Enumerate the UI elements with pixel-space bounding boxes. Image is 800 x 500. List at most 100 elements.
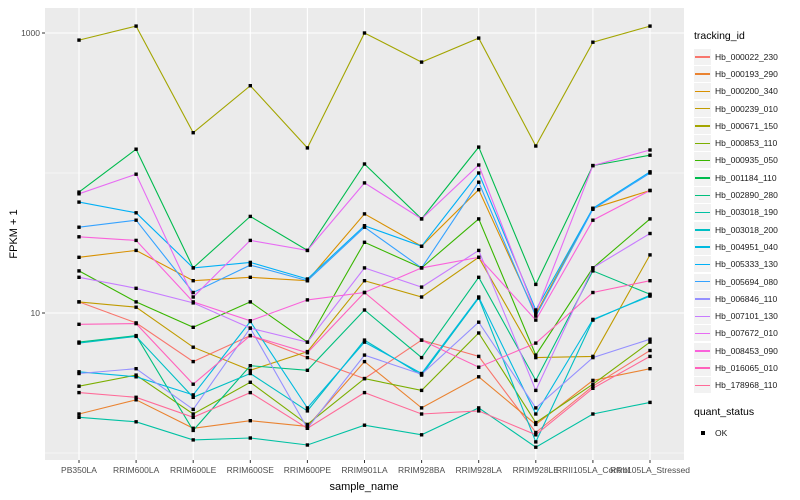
- data-point-Hb_000193_290[interactable]: [77, 412, 81, 416]
- data-point-Hb_000671_150[interactable]: [134, 24, 138, 28]
- data-point-Hb_000853_110[interactable]: [419, 388, 424, 393]
- data-point-Hb_003018_190[interactable]: [648, 400, 652, 405]
- data-point-Hb_003018_190[interactable]: [248, 436, 252, 440]
- data-point-Hb_000239_010[interactable]: [77, 300, 81, 304]
- data-point-Hb_016065_010[interactable]: [362, 290, 367, 295]
- data-point-Hb_001184_110[interactable]: [362, 162, 367, 166]
- data-point-Hb_003018_200[interactable]: [305, 409, 310, 413]
- data-point-Hb_000022_230[interactable]: [591, 384, 595, 388]
- data-point-Hb_003018_200[interactable]: [191, 395, 195, 399]
- data-point-Hb_000671_150[interactable]: [591, 40, 595, 44]
- legend-item[interactable]: Hb_000200_340: [694, 83, 800, 100]
- data-point-Hb_008453_090[interactable]: [534, 318, 538, 322]
- data-point-Hb_016065_010[interactable]: [591, 290, 595, 295]
- data-point-Hb_005694_080[interactable]: [134, 218, 138, 222]
- data-point-Hb_003018_190[interactable]: [305, 443, 310, 447]
- data-point-Hb_000935_050[interactable]: [191, 325, 195, 329]
- data-point-Hb_000935_050[interactable]: [534, 353, 538, 357]
- legend-item-quant-status[interactable]: OK: [694, 424, 800, 441]
- data-point-Hb_000239_010[interactable]: [134, 305, 138, 309]
- legend-item[interactable]: Hb_002890_280: [694, 186, 800, 204]
- legend-item[interactable]: Hb_000671_150: [694, 117, 800, 134]
- data-point-Hb_000853_110[interactable]: [362, 376, 367, 381]
- data-point-Hb_006846_110[interactable]: [591, 355, 595, 360]
- data-point-Hb_005694_080[interactable]: [534, 314, 538, 318]
- data-point-Hb_016065_010[interactable]: [477, 365, 481, 369]
- data-point-Hb_005333_130[interactable]: [134, 211, 138, 215]
- data-point-Hb_004951_040[interactable]: [362, 340, 367, 344]
- data-point-Hb_005333_130[interactable]: [534, 308, 538, 312]
- data-point-Hb_000239_010[interactable]: [419, 295, 424, 299]
- data-point-Hb_006846_110[interactable]: [419, 372, 424, 376]
- data-point-Hb_008453_090[interactable]: [648, 188, 652, 193]
- data-point-Hb_007101_130[interactable]: [134, 286, 138, 290]
- data-point-Hb_003018_200[interactable]: [534, 440, 538, 444]
- data-point-Hb_005333_130[interactable]: [77, 200, 81, 204]
- data-point-Hb_006846_110[interactable]: [191, 407, 195, 412]
- data-point-Hb_178968_110[interactable]: [591, 386, 595, 390]
- data-point-Hb_016065_010[interactable]: [134, 321, 138, 326]
- legend-item[interactable]: Hb_000853_110: [694, 134, 800, 152]
- data-point-Hb_000193_290[interactable]: [248, 419, 252, 423]
- data-point-Hb_178968_110[interactable]: [305, 426, 310, 430]
- data-point-Hb_002890_280[interactable]: [477, 275, 481, 279]
- data-point-Hb_000935_050[interactable]: [362, 240, 367, 244]
- data-point-Hb_000193_290[interactable]: [419, 406, 424, 410]
- data-point-Hb_003018_200[interactable]: [248, 371, 252, 376]
- data-point-Hb_008453_090[interactable]: [134, 238, 138, 243]
- data-point-Hb_002890_280[interactable]: [591, 269, 595, 273]
- data-point-Hb_000853_110[interactable]: [134, 373, 138, 377]
- data-point-Hb_001184_110[interactable]: [248, 214, 252, 219]
- data-point-Hb_003018_190[interactable]: [477, 406, 481, 410]
- data-point-Hb_008453_090[interactable]: [305, 298, 310, 302]
- data-point-Hb_004951_040[interactable]: [534, 412, 538, 416]
- data-point-Hb_000853_110[interactable]: [305, 422, 310, 427]
- legend-item[interactable]: Hb_000239_010: [694, 100, 800, 117]
- data-point-Hb_008453_090[interactable]: [77, 235, 81, 239]
- legend-item[interactable]: Hb_000193_290: [694, 65, 800, 82]
- data-point-Hb_000193_290[interactable]: [134, 398, 138, 402]
- data-point-Hb_007672_010[interactable]: [191, 295, 195, 299]
- data-point-Hb_007101_130[interactable]: [534, 388, 538, 393]
- data-point-Hb_007672_010[interactable]: [134, 172, 138, 176]
- data-point-Hb_000193_290[interactable]: [362, 359, 367, 364]
- legend-item[interactable]: Hb_007672_010: [694, 325, 800, 342]
- data-point-Hb_000853_110[interactable]: [248, 380, 252, 384]
- data-point-Hb_003018_190[interactable]: [362, 423, 367, 427]
- data-point-Hb_008453_090[interactable]: [477, 255, 481, 259]
- legend-item[interactable]: Hb_007101_130: [694, 307, 800, 325]
- data-point-Hb_005694_080[interactable]: [362, 225, 367, 229]
- data-point-Hb_003018_190[interactable]: [134, 420, 138, 424]
- data-point-Hb_000022_230[interactable]: [477, 354, 481, 359]
- data-point-Hb_006846_110[interactable]: [534, 406, 538, 410]
- data-point-Hb_005694_080[interactable]: [305, 279, 310, 283]
- data-point-Hb_003018_190[interactable]: [419, 433, 424, 437]
- data-point-Hb_000193_290[interactable]: [534, 422, 538, 427]
- data-point-Hb_000239_010[interactable]: [362, 279, 367, 283]
- data-point-Hb_000935_050[interactable]: [248, 300, 252, 304]
- legend-item[interactable]: Hb_003018_190: [694, 204, 800, 221]
- data-point-Hb_178968_110[interactable]: [534, 433, 538, 437]
- data-point-Hb_006846_110[interactable]: [77, 371, 81, 376]
- data-point-Hb_000935_050[interactable]: [477, 217, 481, 221]
- data-point-Hb_000239_010[interactable]: [248, 368, 252, 372]
- legend-item[interactable]: Hb_178968_110: [694, 377, 800, 394]
- data-point-Hb_005694_080[interactable]: [591, 207, 595, 211]
- data-point-Hb_000853_110[interactable]: [191, 412, 195, 416]
- data-point-Hb_004951_040[interactable]: [477, 295, 481, 299]
- data-point-Hb_178968_110[interactable]: [362, 390, 367, 395]
- data-point-Hb_002890_280[interactable]: [362, 308, 367, 312]
- data-point-Hb_007101_130[interactable]: [305, 340, 310, 344]
- data-point-Hb_000022_230[interactable]: [648, 348, 652, 353]
- data-point-Hb_000671_150[interactable]: [305, 146, 310, 150]
- data-point-Hb_000193_290[interactable]: [591, 378, 595, 383]
- data-point-Hb_007101_130[interactable]: [77, 275, 81, 279]
- data-point-Hb_000671_150[interactable]: [477, 36, 481, 40]
- data-point-Hb_000200_340[interactable]: [191, 279, 195, 283]
- data-point-Hb_000935_050[interactable]: [134, 300, 138, 304]
- data-point-Hb_000200_340[interactable]: [77, 255, 81, 259]
- data-point-Hb_004951_040[interactable]: [648, 294, 652, 298]
- data-point-Hb_016065_010[interactable]: [534, 341, 538, 345]
- data-point-Hb_007672_010[interactable]: [591, 163, 595, 168]
- data-point-Hb_000193_290[interactable]: [305, 424, 310, 429]
